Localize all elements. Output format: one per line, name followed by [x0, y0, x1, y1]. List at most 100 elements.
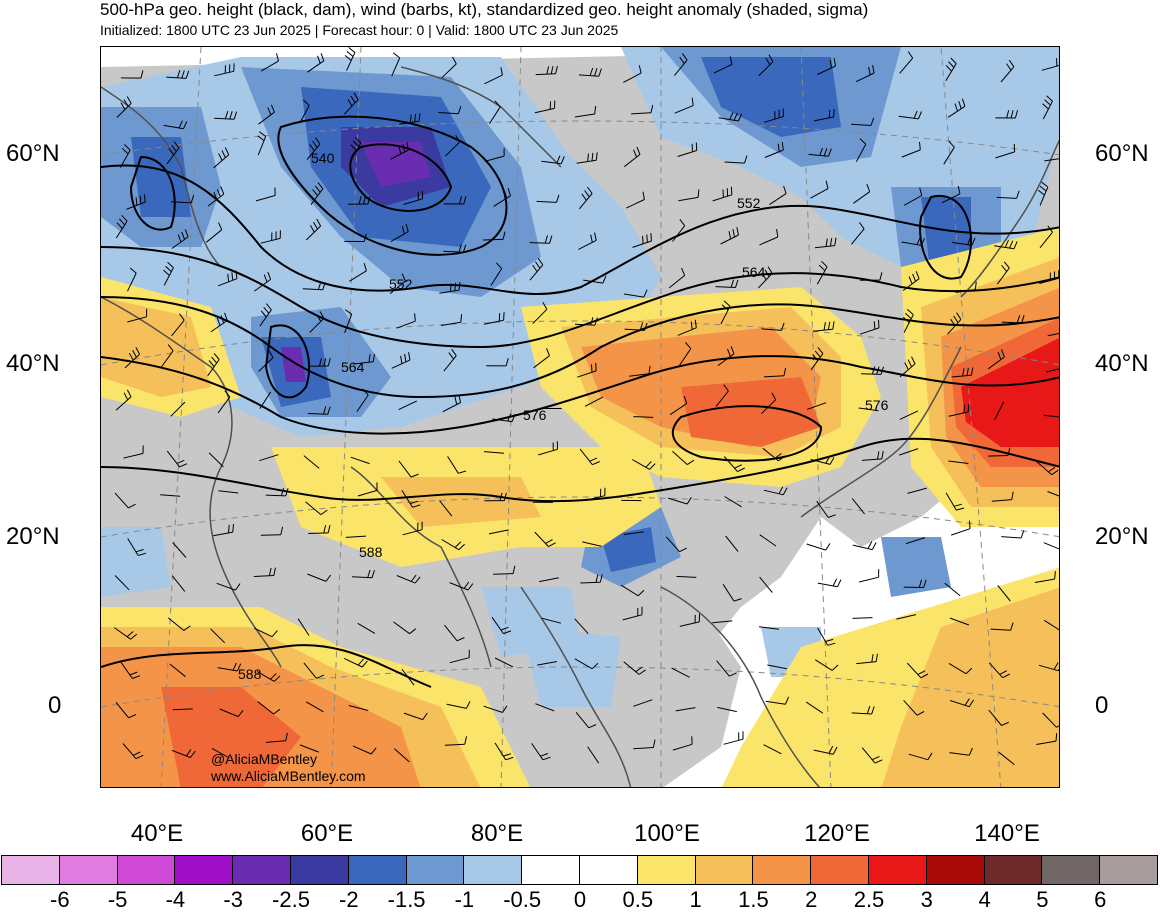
wind-barb-feather	[761, 272, 767, 281]
wind-barb-staff	[763, 375, 785, 378]
wind-barb-staff	[438, 112, 459, 115]
wind-barb-feather	[346, 51, 354, 57]
wind-barb-staff	[213, 154, 230, 169]
wind-barb-feather	[1006, 110, 1010, 119]
wind-barb-feather	[598, 68, 602, 77]
wind-barb-staff	[1038, 664, 1059, 672]
wind-barb-feather	[456, 637, 465, 642]
wind-barb-feather	[327, 358, 331, 367]
wind-barb-staff	[580, 581, 601, 584]
wind-barb-feather	[785, 696, 790, 705]
wind-barb-staff	[299, 744, 319, 753]
wind-barb-feather	[322, 281, 326, 290]
colorbar-swatch	[867, 855, 927, 885]
wind-barb-feather	[915, 271, 920, 279]
wind-barb-staff	[449, 582, 469, 591]
wind-barb-feather	[132, 349, 137, 358]
wind-barb-staff	[253, 627, 273, 638]
wind-barb-staff	[988, 356, 1005, 370]
wind-barb-feather	[833, 58, 836, 67]
wind-barb-feather	[263, 274, 268, 283]
wind-barb-feather	[140, 70, 144, 79]
wind-barb-feather	[691, 97, 694, 106]
wind-barb-feather	[1060, 409, 1061, 417]
lon-label-140e: 140°E	[974, 820, 1040, 847]
wind-barb-staff	[258, 357, 274, 372]
wind-barb-staff	[945, 63, 957, 81]
wind-barb-feather	[235, 270, 238, 279]
wind-barb-feather	[231, 272, 234, 281]
wind-barb-staff	[208, 452, 224, 468]
wind-barb-feather	[783, 185, 787, 194]
wind-barb-staff	[308, 532, 329, 534]
wind-barb-staff	[631, 112, 652, 115]
colorbar-label: 1.5	[738, 887, 769, 912]
wind-barb-feather	[649, 463, 656, 470]
wind-barb-staff	[806, 543, 826, 551]
wind-barb-staff	[441, 63, 457, 79]
wind-barb-feather	[367, 196, 371, 205]
colorbar-label: 4	[978, 887, 991, 912]
wind-barb-staff	[852, 617, 873, 619]
wind-barb-staff	[484, 155, 505, 162]
wind-barb-feather	[126, 631, 134, 638]
wind-barb-feather	[734, 464, 743, 469]
wind-barb-feather	[208, 360, 215, 368]
wind-barb-feather	[273, 708, 281, 715]
wind-barb-staff	[346, 52, 356, 71]
wind-barb-staff	[759, 576, 773, 593]
wind-barb-feather	[599, 574, 603, 583]
colorbar-swatch	[1099, 855, 1158, 885]
contour-label: 552	[389, 276, 413, 292]
wind-barb-feather	[404, 353, 407, 362]
wind-barb-feather	[285, 488, 289, 497]
wind-barb-staff	[712, 620, 733, 624]
wind-barb-feather	[828, 148, 832, 157]
wind-barb-feather	[964, 698, 970, 706]
wind-barb-feather	[907, 51, 914, 59]
wind-barb-feather	[454, 541, 462, 548]
wind-barb-staff	[672, 743, 693, 751]
wind-barb-staff	[350, 456, 370, 465]
wind-barb-feather	[126, 96, 132, 104]
wind-barb-staff	[948, 411, 969, 417]
wind-barb-staff	[444, 141, 460, 157]
wind-barb-staff	[305, 701, 324, 713]
wind-barb-feather	[872, 65, 875, 74]
wind-barb-staff	[861, 373, 882, 375]
wind-barb-feather	[945, 65, 952, 72]
wind-barb-feather	[126, 389, 132, 398]
wind-barb-feather	[135, 754, 144, 760]
wind-barb-feather	[319, 358, 322, 367]
colorbar-swatch	[810, 855, 869, 885]
wind-barb-feather	[643, 289, 648, 298]
wind-barb-staff	[671, 667, 690, 678]
wind-barb-staff	[257, 136, 267, 156]
wind-barb-feather	[460, 314, 463, 323]
wind-barb-feather	[361, 660, 368, 668]
wind-barb-feather	[581, 193, 587, 201]
wind-barb-staff	[941, 193, 961, 204]
wind-barb-staff	[988, 709, 1002, 726]
wind-barb-feather	[455, 134, 461, 143]
wind-barb-staff	[805, 701, 824, 714]
wind-barb-staff	[259, 454, 279, 462]
wind-barb-feather	[265, 303, 272, 311]
wind-barb-staff	[908, 753, 929, 761]
wind-barb-feather	[868, 66, 871, 75]
wind-barb-feather	[371, 570, 375, 578]
wind-barb-staff	[762, 447, 779, 462]
wind-barb-staff	[758, 61, 774, 77]
lat-label-right-40n: 40°N	[1095, 350, 1149, 377]
wind-barb-feather	[817, 347, 824, 354]
wind-barb-staff	[491, 616, 504, 634]
wind-barb-feather	[733, 112, 738, 121]
wind-barb-feather	[1021, 315, 1025, 324]
wind-barb-staff	[211, 747, 230, 759]
wind-barb-staff	[444, 624, 458, 642]
wind-barb-feather	[235, 583, 241, 591]
lat-label-left-40n: 40°N	[6, 350, 60, 377]
lon-label-40e: 40°E	[130, 820, 184, 847]
wind-barb-feather	[132, 751, 141, 756]
wind-barb-feather	[737, 113, 743, 122]
